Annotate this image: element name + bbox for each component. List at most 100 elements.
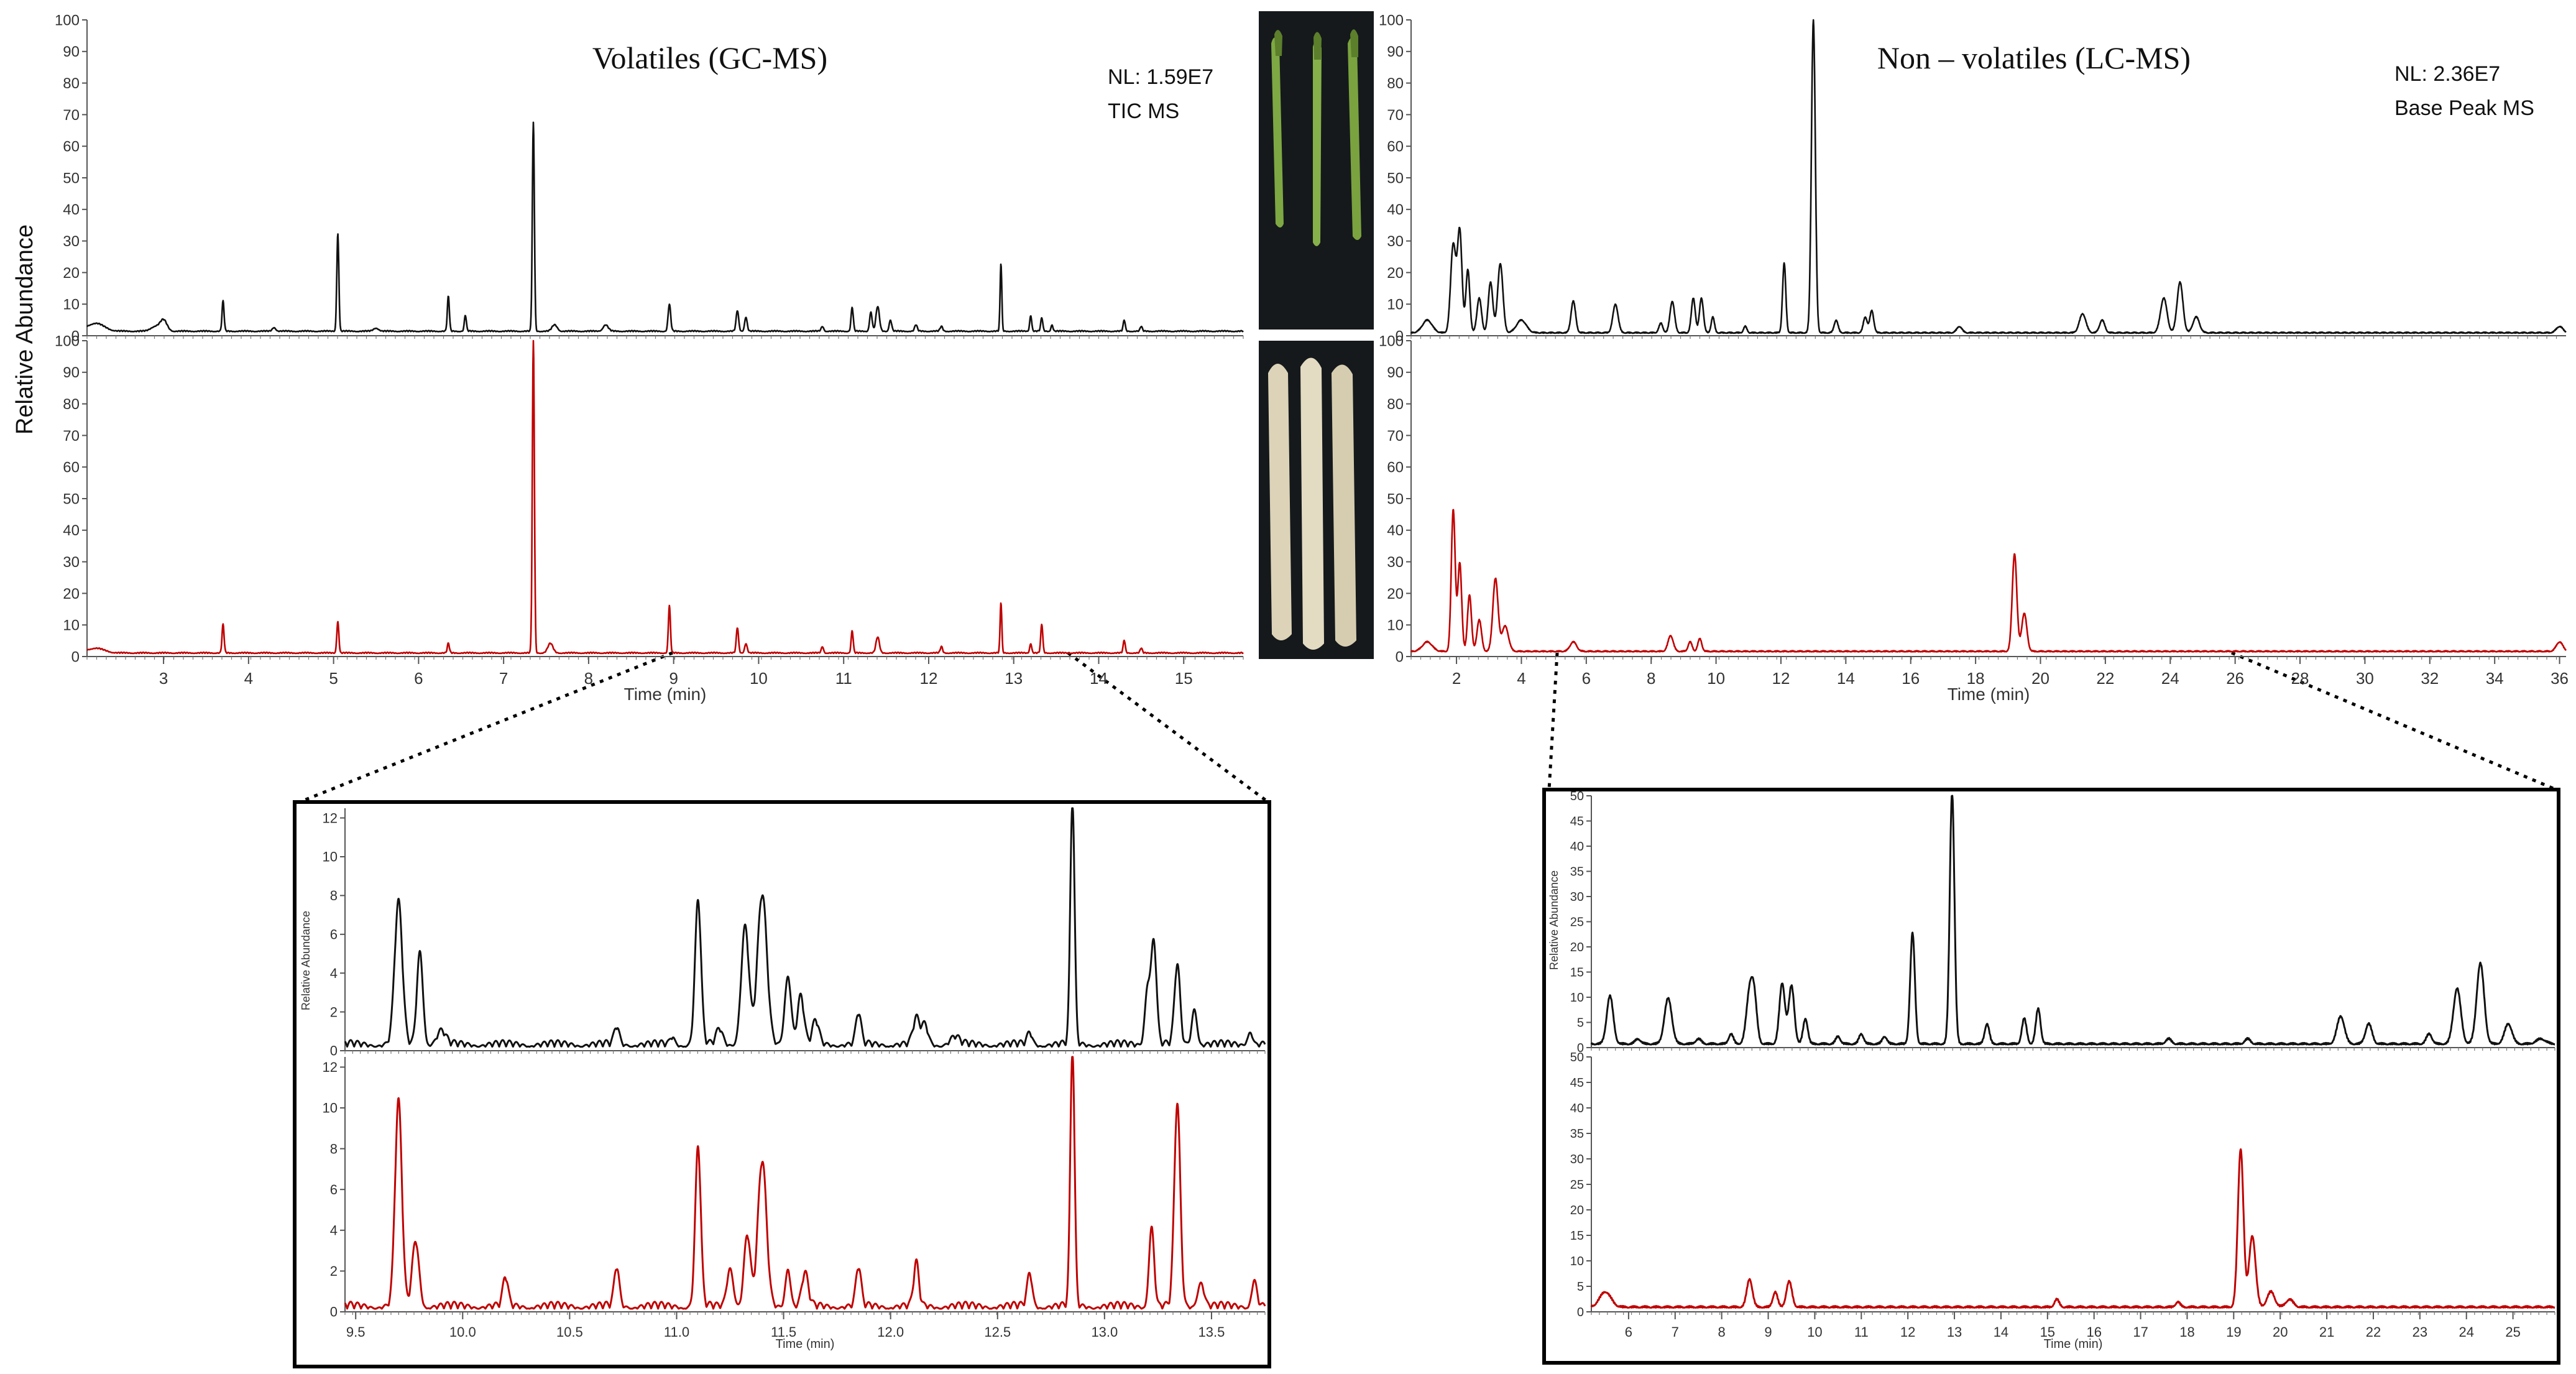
x-tick-label: 7 — [499, 669, 508, 688]
y-tick-label: 10 — [323, 1100, 338, 1116]
y-tick-label: 30 — [63, 554, 80, 571]
y-tick-label: 0 — [1396, 328, 1404, 344]
white-asparagus-photo — [1259, 341, 1374, 659]
x-tick-label: 4 — [1517, 669, 1525, 688]
x-tick-label: 13.0 — [1091, 1324, 1118, 1340]
x-tick-label: 9 — [669, 669, 678, 688]
x-tick-label: 18 — [1967, 669, 1985, 688]
x-tick-label: 10 — [750, 669, 768, 688]
x-tick-label: 22 — [2366, 1324, 2381, 1340]
x-tick-label: 6 — [1625, 1324, 1632, 1340]
x-tick-label: 6 — [1582, 669, 1591, 688]
y-tick-label: 80 — [63, 75, 80, 92]
x-tick-label: 11.5 — [771, 1324, 796, 1340]
y-tick-label: 0 — [1577, 1041, 1584, 1055]
x-tick-label: 25 — [2505, 1324, 2520, 1340]
trace-green-asparagus — [1410, 19, 2567, 334]
gc-zoom-connector-left — [299, 651, 673, 804]
x-tick-label: 9 — [1764, 1324, 1772, 1340]
y-tick-label: 4 — [330, 966, 338, 981]
y-tick-label: 10 — [1570, 1255, 1584, 1268]
x-tick-label: 15 — [2040, 1324, 2055, 1340]
y-tick-label: 25 — [1570, 916, 1584, 929]
y-tick-label: 40 — [1570, 840, 1584, 854]
x-tick-label: 10 — [1707, 669, 1725, 688]
y-tick-label: 40 — [1387, 201, 1404, 218]
x-tick-label: 9.5 — [346, 1324, 366, 1340]
y-tick-label: 15 — [1570, 966, 1584, 980]
white-asparagus-spear — [1268, 364, 1292, 640]
y-tick-label: 60 — [1387, 139, 1404, 155]
y-tick-label: 5 — [1577, 1280, 1584, 1294]
lc-zoom-connector-right — [2231, 651, 2557, 791]
x-tick-label: 20 — [2031, 669, 2049, 688]
trace-green-asparagus — [1590, 795, 2555, 1046]
y-tick-label: 40 — [1570, 1102, 1584, 1115]
x-tick-label: 14 — [1090, 669, 1108, 688]
y-tick-label: 100 — [1379, 333, 1404, 349]
x-tick-label: 5 — [329, 669, 338, 688]
lc-inset-frame — [1542, 788, 2560, 1365]
x-tick-label: 16 — [2086, 1324, 2101, 1340]
inset-y-axis-title: Relative Abundance — [300, 911, 312, 1010]
y-tick-label: 90 — [1387, 44, 1404, 60]
green-asparagus-spear — [1348, 29, 1361, 240]
y-tick-label: 12 — [323, 810, 338, 826]
y-tick-label: 50 — [1570, 790, 1584, 803]
lc-main-chart: 0102030405060708090100010203040506070809… — [1379, 12, 2569, 704]
x-tick-label: 22 — [2096, 669, 2114, 688]
y-tick-label: 50 — [63, 170, 80, 187]
y-tick-label: 40 — [63, 201, 80, 218]
inset-y-axis-title: Relative Abundance — [1548, 870, 1560, 970]
y-tick-label: 70 — [63, 428, 80, 445]
y-tick-label: 20 — [1387, 586, 1404, 602]
y-tick-label: 8 — [330, 1141, 338, 1156]
x-tick-label: 36 — [2551, 669, 2569, 688]
y-tick-label: 80 — [1387, 396, 1404, 413]
y-tick-label: 60 — [63, 459, 80, 476]
y-tick-label: 2 — [330, 1004, 338, 1020]
y-tick-label: 30 — [1570, 890, 1584, 904]
y-tick-label: 60 — [1387, 459, 1404, 476]
x-tick-label: 10.0 — [449, 1324, 476, 1340]
y-tick-label: 40 — [63, 522, 80, 539]
x-tick-label: 13 — [1947, 1324, 1962, 1340]
y-tick-label: 20 — [63, 586, 80, 602]
y-axis-label: Relative Abundance — [12, 224, 38, 435]
lc-scan-annotation: Base Peak MS — [2394, 96, 2534, 120]
x-tick-label: 11.0 — [664, 1324, 689, 1340]
y-tick-label: 35 — [1570, 865, 1584, 879]
y-tick-label: 70 — [63, 107, 80, 124]
y-tick-label: 30 — [1570, 1153, 1584, 1166]
x-tick-label: 3 — [159, 669, 168, 688]
trace-white-asparagus — [1590, 1148, 2555, 1309]
y-tick-label: 0 — [1577, 1306, 1584, 1319]
y-tick-label: 4 — [330, 1223, 338, 1238]
y-tick-label: 10 — [1387, 617, 1404, 634]
x-tick-label: 12.0 — [877, 1324, 904, 1340]
x-axis-title: Time (min) — [624, 685, 707, 704]
gc-main-chart: 0102030405060708090100010203040506070809… — [55, 12, 1244, 704]
y-tick-label: 60 — [63, 139, 80, 155]
x-tick-label: 14 — [1837, 669, 1855, 688]
lc-panel-title: Non – volatiles (LC-MS) — [1877, 40, 2191, 75]
y-tick-label: 5 — [1577, 1017, 1584, 1030]
y-tick-label: 20 — [1570, 941, 1584, 954]
y-tick-label: 90 — [63, 44, 80, 60]
lc-zoom-connector-left — [1547, 652, 1559, 790]
trace-green-asparagus — [86, 121, 1244, 333]
trace-green-asparagus — [344, 807, 1266, 1048]
y-tick-label: 0 — [330, 1043, 338, 1059]
x-tick-label: 16 — [1902, 669, 1920, 688]
gc-inset-frame — [293, 800, 1271, 1368]
y-tick-label: 50 — [1387, 491, 1404, 507]
y-tick-label: 30 — [1387, 554, 1404, 571]
x-tick-label: 24 — [2161, 669, 2179, 688]
y-tick-label: 45 — [1570, 815, 1584, 829]
x-tick-label: 7 — [1672, 1324, 1679, 1340]
y-tick-label: 10 — [63, 297, 80, 313]
x-tick-label: 8 — [1718, 1324, 1726, 1340]
x-tick-label: 19 — [2226, 1324, 2241, 1340]
x-tick-label: 32 — [2421, 669, 2439, 688]
